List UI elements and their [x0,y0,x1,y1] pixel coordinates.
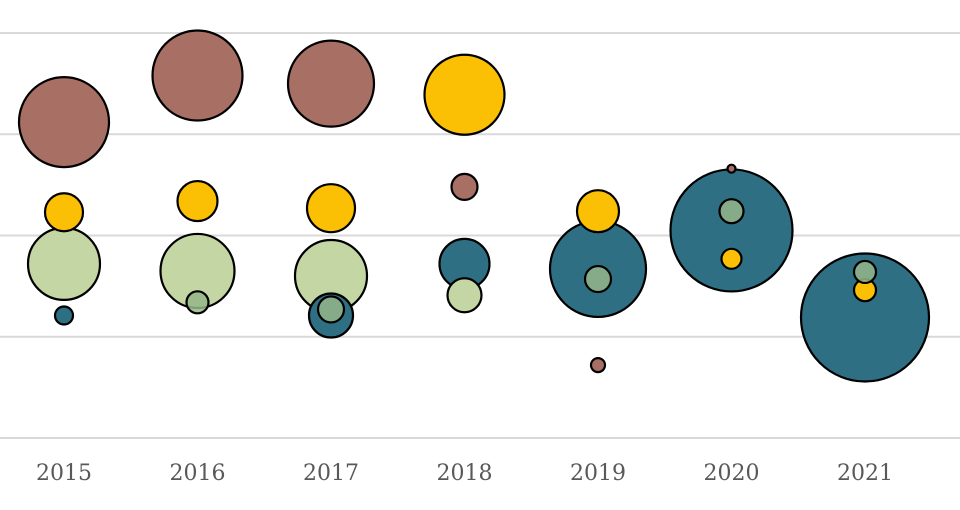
x-tick-label-2021: 2021 [837,461,893,486]
bubble-yellow-2015 [43,192,85,233]
bubble-brown-2015 [17,75,111,169]
x-tick-label-2017: 2017 [303,461,359,486]
bubble-sage-2020 [718,198,745,225]
bubble-sage-2016 [185,290,210,315]
x-tick-label-2016: 2016 [170,461,226,486]
bubble-sage-2017 [316,295,346,324]
bubble-sage-2021 [852,259,878,285]
bubble-yellow-2017 [305,183,357,234]
bubble-teal-2020 [669,168,794,293]
x-tick-label-2018: 2018 [437,461,493,486]
bubble-lightgreen-2018 [446,277,483,314]
bubble-yellow-2016 [176,179,219,223]
bubble-teal-2015 [53,305,75,326]
bubble-teal-2021 [799,252,931,383]
gridlines [0,32,960,439]
bubble-brown-2020 [726,163,737,174]
bubble-sage-2019 [583,264,613,294]
bubble-yellow-2018 [423,53,506,136]
bubble-brown-2017 [286,39,376,128]
x-tick-label-2015: 2015 [36,461,92,486]
bubble-brown-2018 [450,172,479,201]
x-tick-label-2020: 2020 [704,461,760,486]
bubble-brown-2019 [589,357,607,374]
x-axis-labels: 2015 2016 2017 2018 2019 2020 2021 [36,461,893,486]
bubble-yellow-2019 [575,189,621,234]
bubble-lightgreen-2015 [26,226,102,301]
bubble-yellow-2020 [720,247,743,270]
bubbles [17,29,931,383]
bubble-brown-2016 [151,29,244,122]
x-tick-label-2019: 2019 [570,461,626,486]
